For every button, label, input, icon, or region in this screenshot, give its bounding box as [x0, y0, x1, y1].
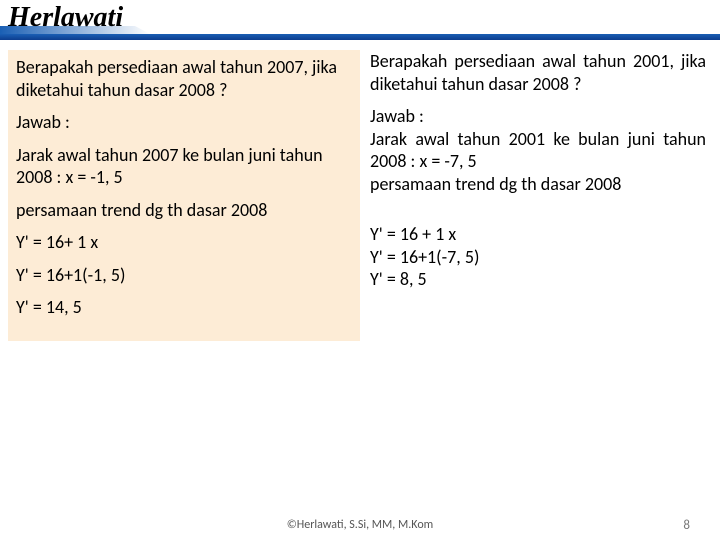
spacer: [370, 205, 706, 223]
slide-footer: ©Herlawati, S.Si, MM, M.Kom 8: [0, 518, 720, 532]
left-question: Berapakah persediaan awal tahun 2007, ji…: [16, 56, 352, 101]
right-line2: persamaan trend dg th dasar 2008: [370, 173, 706, 196]
slide-content: Berapakah persediaan awal tahun 2007, ji…: [0, 40, 720, 341]
page-number: 8: [683, 518, 690, 533]
right-eq2: Y' = 16+1(-7, 5): [370, 246, 706, 269]
right-eq3: Y' = 8, 5: [370, 268, 706, 291]
copyright-text: ©Herlawati, S.Si, MM, M.Kom: [287, 518, 434, 532]
left-eq1: Y' = 16+ 1 x: [16, 231, 352, 254]
left-column: Berapakah persediaan awal tahun 2007, ji…: [8, 50, 360, 341]
left-eq2: Y' = 16+1(-1, 5): [16, 264, 352, 287]
slide-header: Herlawati: [0, 0, 720, 40]
left-line2: persamaan trend dg th dasar 2008: [16, 199, 352, 222]
left-answer-label: Jawab :: [16, 111, 352, 134]
left-line1: Jarak awal tahun 2007 ke bulan juni tahu…: [16, 144, 352, 189]
left-eq3: Y' = 14, 5: [16, 296, 352, 319]
right-eq1: Y' = 16 + 1 x: [370, 223, 706, 246]
right-question: Berapakah persediaan awal tahun 2001, ji…: [370, 50, 706, 95]
right-column: Berapakah persediaan awal tahun 2001, ji…: [360, 50, 712, 341]
header-accent-bar: [0, 34, 720, 40]
right-line1: Jarak awal tahun 2001 ke bulan juni tahu…: [370, 128, 706, 173]
right-answer-label: Jawab :: [370, 105, 706, 128]
